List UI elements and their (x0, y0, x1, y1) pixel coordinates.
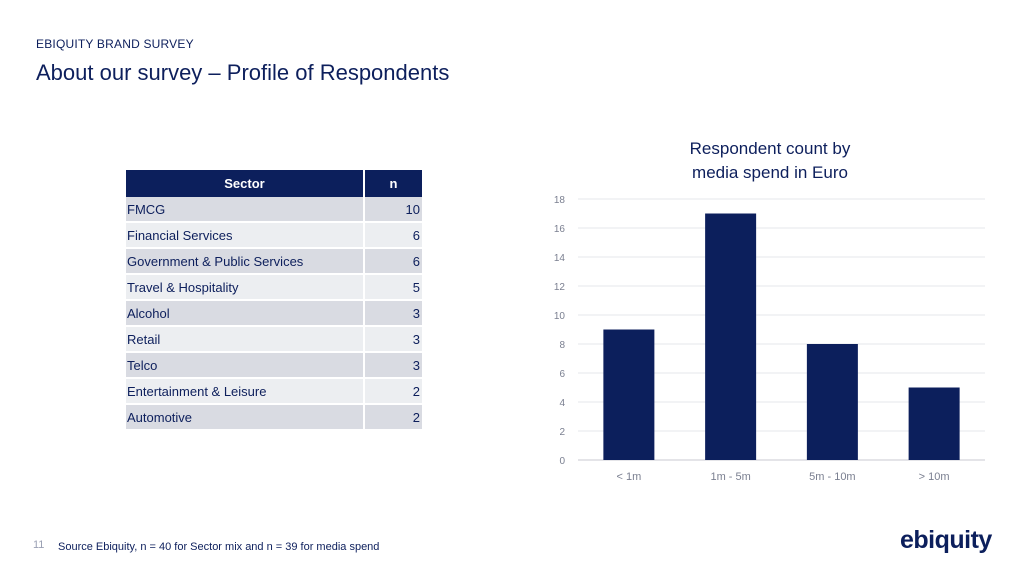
table-row: Automotive 2 (126, 404, 422, 431)
bar-chart: 0 2 4 6 8 10 12 14 16 18 < 1m 1m - 5m 5m - 10m > 10m (554, 195, 985, 483)
column-header-n: n (364, 170, 422, 197)
count-cell: 3 (364, 300, 422, 327)
table-row: Government & Public Services 6 (126, 248, 422, 275)
count-cell: 3 (364, 352, 422, 379)
x-tick-label: > 10m (919, 471, 950, 483)
sector-cell: Alcohol (126, 300, 365, 327)
y-tick-label: 6 (559, 369, 565, 380)
section-kicker: EBIQUITY BRAND SURVEY (36, 37, 194, 51)
y-tick-label: 0 (559, 456, 565, 467)
bar (908, 387, 960, 460)
bar (603, 329, 655, 460)
sector-cell: Government & Public Services (126, 248, 365, 275)
x-tick-label: < 1m (616, 471, 641, 483)
count-cell: 10 (364, 197, 422, 223)
count-cell: 6 (364, 222, 422, 249)
table-row: Entertainment & Leisure 2 (126, 378, 422, 405)
table-row: FMCG 10 (126, 197, 422, 223)
sector-cell: Telco (126, 352, 365, 379)
y-tick-label: 4 (559, 398, 565, 409)
table-row: Alcohol 3 (126, 300, 422, 327)
sector-cell: Automotive (126, 404, 365, 431)
sector-cell: Retail (126, 326, 365, 353)
y-tick-label: 2 (559, 427, 565, 438)
column-header-sector: Sector (126, 170, 365, 197)
slide-number: 11 (33, 539, 45, 551)
ebiquity-logo: ebiquity (900, 526, 992, 554)
sector-table: Sector n FMCG 10 Financial Services 6 Gove… (126, 170, 422, 431)
count-cell: 2 (364, 378, 422, 405)
y-tick-label: 18 (554, 195, 566, 206)
sector-cell: Entertainment & Leisure (126, 378, 365, 405)
table-row: Retail 3 (126, 326, 422, 353)
x-tick-label: 1m - 5m (710, 471, 750, 483)
page-title: About our survey – Profile of Respondent… (36, 60, 450, 85)
chart-title-line: Respondent count by (689, 139, 851, 158)
y-tick-label: 8 (559, 340, 565, 351)
sector-cell: Financial Services (126, 222, 365, 249)
y-tick-label: 16 (554, 224, 566, 235)
y-tick-label: 14 (554, 253, 566, 264)
bar (705, 213, 757, 460)
bar (806, 344, 858, 460)
sector-cell: FMCG (126, 197, 365, 223)
y-tick-label: 12 (554, 282, 566, 293)
count-cell: 3 (364, 326, 422, 353)
y-tick-label: 10 (554, 311, 566, 322)
sector-cell: Travel & Hospitality (126, 274, 365, 301)
count-cell: 2 (364, 404, 422, 431)
table-row: Travel & Hospitality 5 (126, 274, 422, 301)
source-note: Source Ebiquity, n = 40 for Sector mix a… (58, 541, 380, 553)
count-cell: 6 (364, 248, 422, 275)
chart-title-line: media spend in Euro (692, 163, 848, 182)
count-cell: 5 (364, 274, 422, 301)
chart-title: Respondent count by media spend in Euro (660, 137, 880, 185)
table-row: Telco 3 (126, 352, 422, 379)
x-tick-label: 5m - 10m (809, 471, 855, 483)
table-row: Financial Services 6 (126, 222, 422, 249)
